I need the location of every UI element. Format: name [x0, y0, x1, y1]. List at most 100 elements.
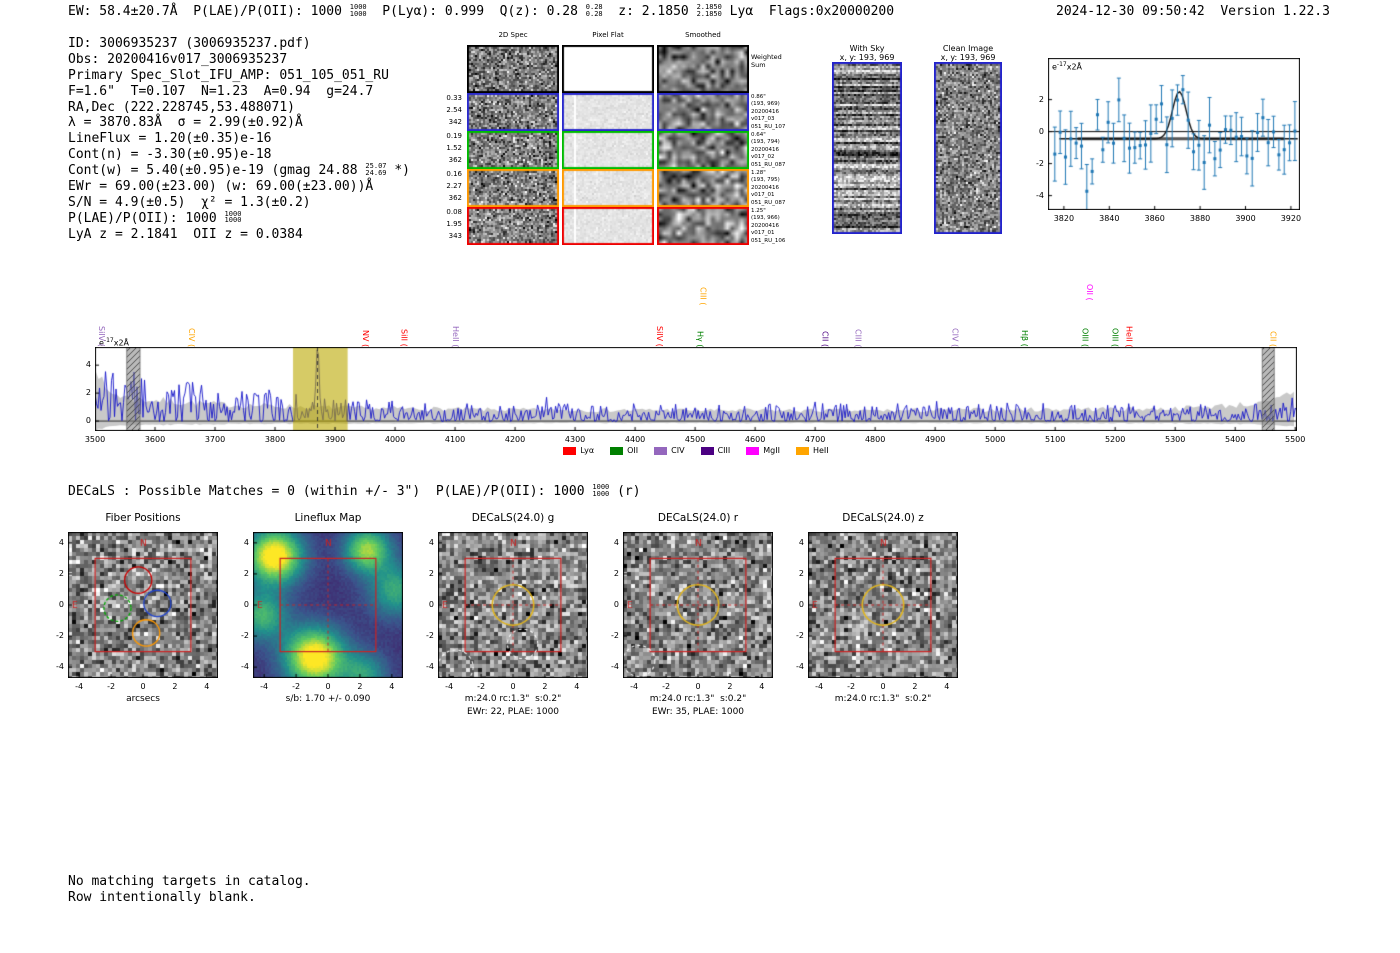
z-hi: 2.1850 — [696, 3, 722, 11]
plae-pre: P(LAE)/P(OII): 1000 — [68, 210, 225, 226]
spec2d-strip-canvas-r0c1 — [562, 45, 654, 93]
spec2d-scale-label: 2.54 — [446, 106, 462, 114]
cutout-x-tick-label: -4 — [75, 682, 84, 691]
plae-fraction: 1000 1000 — [350, 4, 367, 17]
spec2d-strip-canvas-r2c2 — [657, 131, 749, 169]
cutout-y-tick-label: -4 — [241, 662, 249, 672]
gmag-lo: 24.69 — [365, 168, 387, 177]
spec2d-scale-label: 342 — [448, 118, 462, 126]
header-flags: Lyα Flags:0x20000200 — [721, 4, 895, 19]
info-line-sn: S/N = 4.9(±0.5) χ² = 1.3(±0.2) — [68, 194, 311, 210]
emission-line-marker: CIII ( — [853, 328, 863, 347]
main-flux-units-label: e-17x2Å — [99, 337, 129, 348]
cutout-x-tick-label: 2 — [727, 682, 733, 691]
cutout-canvas-1 — [253, 532, 403, 678]
info-line-radec: RA,Dec (222.228745,53.488071) — [68, 99, 295, 115]
zoom-y-tick-label: 0 — [1038, 126, 1044, 136]
plae-lo: 1000 — [349, 9, 367, 18]
emission-line-marker: HeII ( — [451, 325, 461, 347]
emission-line-marker: OIII ( — [1080, 327, 1090, 347]
spec2d-annotation: v017_01 — [751, 192, 775, 199]
main-x-tick-label: 4100 — [444, 435, 466, 444]
cutout-y-tick-label: -2 — [426, 631, 434, 641]
footer-no-matches: No matching targets in catalog. — [68, 874, 311, 889]
spec2d-strip-canvas-r3c1 — [562, 169, 654, 207]
main-x-tick-label: 3600 — [144, 435, 166, 444]
cutout-y-tick-label: 0 — [243, 600, 249, 609]
spec2d-scale-label: 343 — [448, 232, 462, 240]
emission-line-marker: SiIV ( — [97, 326, 106, 347]
emission-line-marker: HeII ( — [1124, 325, 1134, 347]
spec2d-annotation: 20200416 — [751, 184, 779, 191]
cutout-y-tick-label: -2 — [611, 631, 619, 641]
spec2d-annotation: v017_01 — [751, 230, 775, 237]
main-x-tick-label: 4700 — [804, 435, 826, 444]
decals-pre: DECaLS : Possible Matches = 0 (within +/… — [68, 484, 593, 499]
cutout-x-tick-label: 4 — [389, 682, 395, 691]
spec2d-scale-label: 0.33 — [446, 94, 462, 102]
cutout-x-tick-label: -2 — [107, 682, 116, 691]
cutout-caption: m:24.0 rc:1.3" s:0.2" — [464, 694, 562, 704]
zoom-x-tick-label: 3820 — [1053, 214, 1075, 223]
main-x-tick-label: 4600 — [744, 435, 766, 444]
spec2d-strip-canvas-r3c0 — [467, 169, 559, 207]
cutout-y-tick-label: 4 — [428, 537, 434, 547]
cutout-title: DECaLS(24.0) g — [471, 512, 555, 524]
legend-label: CIV — [671, 446, 685, 455]
spec2d-annotation: 051_RU_106 — [751, 237, 786, 244]
legend-swatch — [700, 446, 714, 455]
spec2d-scale-label: 1.95 — [446, 220, 462, 228]
cutout-y-tick-label: -4 — [796, 662, 804, 672]
spec2d-annotation: 051_RU_107 — [751, 123, 786, 130]
zoom-x-tick-label: 3880 — [1189, 214, 1211, 223]
spec2d-annotation: (193, 969) — [751, 101, 780, 108]
main-x-tick-label: 4400 — [624, 435, 646, 444]
legend-swatch — [746, 446, 760, 455]
legend-swatch — [795, 446, 809, 455]
spec2d-scale-label: 0.08 — [446, 208, 462, 216]
z-lo: 2.1850 — [696, 9, 722, 18]
spec2d-scale-label: 362 — [448, 194, 462, 202]
spec2d-annotation: v017_02 — [751, 154, 775, 161]
spec2d-scale-label: 2.27 — [446, 182, 462, 190]
decals-matches-header: DECaLS : Possible Matches = 0 (within +/… — [68, 484, 641, 499]
qz-fraction: 0.28 0.28 — [586, 4, 603, 17]
header-summary: EW: 58.4±20.7Å P(LAE)/P(OII): 1000 1000 1… — [68, 4, 894, 19]
info-line-redshifts: LyA z = 2.1841 OII z = 0.0384 — [68, 226, 303, 242]
info-line-cont-w: Cont(w) = 5.40(±0.95)e-19 (gmag 24.88 25… — [68, 163, 410, 179]
with-sky-canvas — [832, 62, 902, 234]
main-spectrum-canvas — [95, 347, 1297, 431]
main-y-tick-label: 2 — [85, 388, 91, 398]
spec2d-annotation: (193, 794) — [751, 139, 780, 146]
zoom-spectrum-canvas — [1048, 58, 1300, 210]
main-x-tick-label: 5200 — [1104, 435, 1126, 444]
info-line-id: ID: 3006935237 (3006935237.pdf) — [68, 36, 311, 51]
emission-line-marker: OII ( — [1084, 284, 1094, 301]
main-x-tick-label: 3700 — [204, 435, 226, 444]
header-ew: EW: 58.4±20.7Å P(LAE)/P(OII): 1000 — [68, 4, 350, 19]
decals-post: (r) — [609, 484, 641, 499]
spec2d-strip-canvas-r1c0 — [467, 93, 559, 131]
cutout-y-tick-label: 4 — [243, 537, 249, 547]
emission-line-marker: NV ( — [361, 329, 371, 347]
cutout-y-tick-label: 0 — [798, 600, 804, 609]
qz-lo: 0.28 — [585, 9, 603, 18]
spec2d-column-header: Smoothed — [685, 31, 721, 39]
cutout-x-tick-label: -2 — [477, 682, 486, 691]
cutout-x-tick-label: -4 — [260, 682, 269, 691]
spec2d-annotation: (193, 966) — [751, 215, 780, 222]
cutout-title: Lineflux Map — [294, 512, 362, 524]
gmag-hi: 25.07 — [365, 162, 387, 171]
cutout-y-tick-label: -4 — [56, 662, 64, 672]
info-line-primary-spec: Primary Spec_Slot_IFU_AMP: 051_105_051_R… — [68, 67, 389, 83]
plae-hi: 1000 — [349, 3, 367, 11]
legend-item: HeII — [795, 446, 829, 455]
cutout-y-tick-label: 0 — [613, 600, 619, 609]
spec2d-strip-canvas-r4c0 — [467, 207, 559, 245]
cutout-canvas-4 — [808, 532, 958, 678]
main-x-tick-label: 4900 — [924, 435, 946, 444]
cont-w-pre: Cont(w) = 5.40(±0.95)e-19 (gmag 24.88 — [68, 163, 366, 179]
spec2d-scale-label: 362 — [448, 156, 462, 164]
info-line-ewr: EWr = 69.00(±23.00) (w: 69.00(±23.00))Å — [68, 179, 374, 195]
legend-label: OII — [627, 446, 639, 455]
